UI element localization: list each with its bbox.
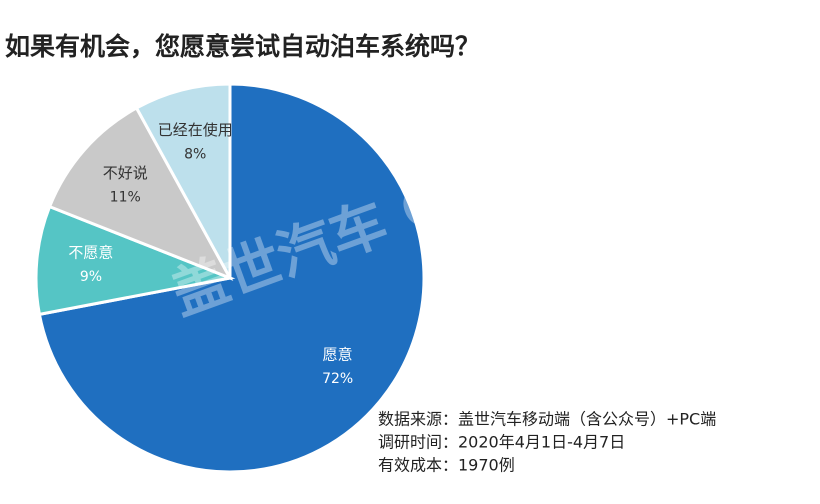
slice-value-label: 8%	[184, 147, 206, 163]
slice-value-label: 11%	[110, 190, 141, 206]
pie-slice	[134, 82, 232, 279]
slice-label: 不好说	[103, 164, 148, 182]
pie: 愿意 72% 不愿意 9% 不好说 11% 已经在使用 8%	[34, 82, 426, 474]
slice-value-label: 9%	[80, 269, 102, 285]
slice-label: 愿意	[323, 346, 353, 364]
slice-label: 不愿意	[68, 243, 113, 261]
slice-label: 已经在使用	[158, 121, 233, 139]
note: 调研时间：2020年4月1日-4月7日	[378, 433, 625, 452]
pie-slice	[47, 105, 234, 281]
slice-value-label: 72%	[322, 371, 353, 387]
pie-slice	[34, 204, 236, 317]
chart-title: 如果有机会，您愿意尝试自动泊车系统吗？	[5, 32, 480, 61]
note: 有效成本：1970例	[378, 456, 515, 475]
note: 数据来源：盖世汽车移动端（含公众号）+PC端	[378, 410, 716, 429]
